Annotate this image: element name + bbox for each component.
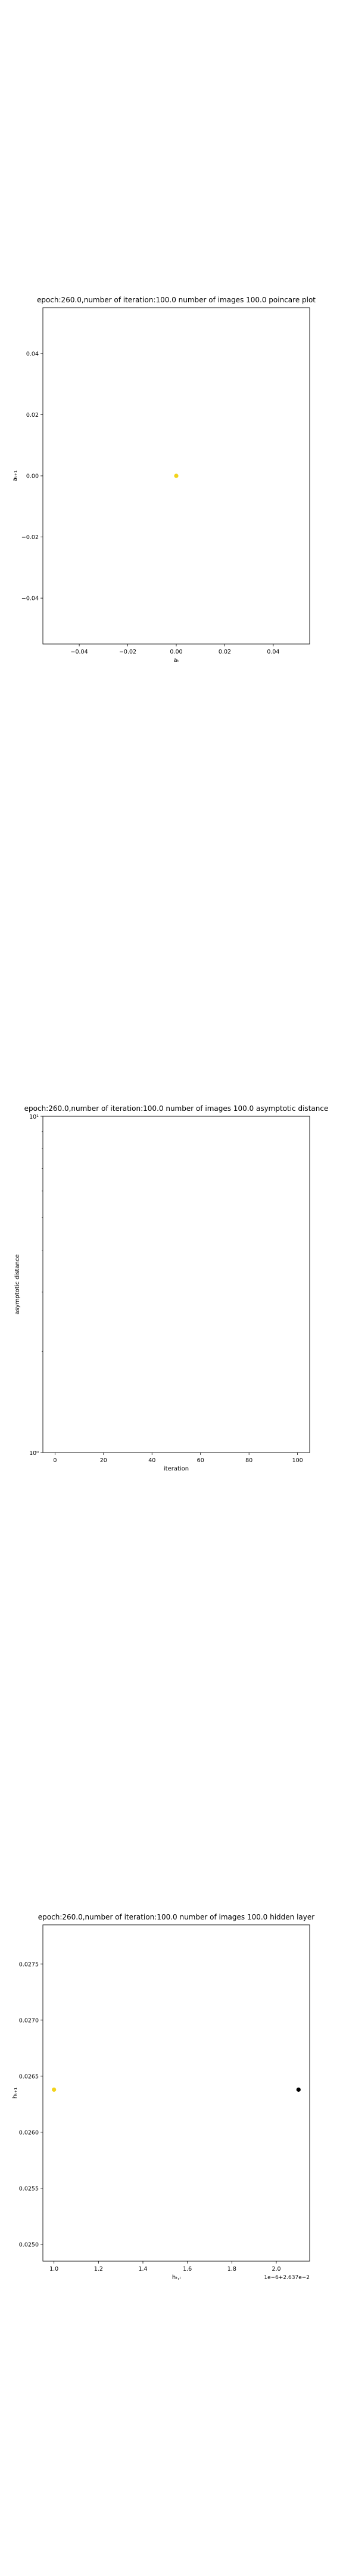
y-tick-label: −0.02: [21, 534, 39, 541]
x-axis-label: hₜ,ᵢ: [172, 2274, 180, 2281]
y-tick-label: 0.02: [26, 412, 39, 419]
y-tick-label: 10⁰: [29, 1450, 39, 1457]
x-tick-label: 0.00: [170, 649, 182, 655]
x-tick-label: 1.8: [227, 2266, 236, 2272]
x-tick-label: 1.2: [94, 2266, 103, 2272]
x-axis-label: iteration: [164, 1466, 189, 1472]
y-axis-label: hₜ₊₁: [12, 2088, 18, 2099]
x-tick-label: 80: [245, 1457, 252, 1464]
y-tick-label: 0.0250: [19, 2241, 39, 2248]
chart-title: epoch:260.0,number of iteration:100.0 nu…: [38, 1913, 314, 1921]
data-point: [52, 2087, 57, 2092]
x-tick-label: 0.04: [267, 649, 279, 655]
y-tick-label: 0.0275: [19, 1961, 39, 1968]
y-axis-label: aₜ₊₁: [12, 470, 18, 481]
x-tick-label: −0.04: [71, 649, 88, 655]
x-tick-label: 0: [53, 1457, 57, 1464]
x-offset-text: 1e−6+2.637e−2: [264, 2275, 310, 2281]
x-tick-label: 0.02: [219, 649, 231, 655]
y-tick-label: 0.0270: [19, 2017, 39, 2024]
x-axis-label: aₜ: [173, 657, 179, 664]
x-tick-label: −0.02: [119, 649, 136, 655]
y-tick-label: 0.0255: [19, 2185, 39, 2192]
y-tick-label: 10¹: [29, 1114, 39, 1120]
x-tick-label: 60: [197, 1457, 204, 1464]
y-tick-label: 0.0260: [19, 2129, 39, 2136]
x-tick-label: 100: [292, 1457, 303, 1464]
x-tick-label: 1.0: [49, 2266, 58, 2272]
chart-title: epoch:260.0,number of iteration:100.0 nu…: [37, 296, 316, 304]
plot-frame: [42, 307, 310, 645]
y-tick-label: 0.04: [26, 351, 39, 357]
y-tick-label: −0.04: [21, 596, 39, 602]
x-tick-label: 2.0: [272, 2266, 280, 2272]
x-tick-label: 1.4: [138, 2266, 147, 2272]
x-tick-label: 1.6: [183, 2266, 192, 2272]
y-tick-label: 0.00: [26, 473, 39, 480]
plot-frame: [42, 1116, 310, 1453]
data-point: [296, 2087, 301, 2092]
data-point: [174, 473, 179, 478]
y-axis-label: asymptotic distance: [14, 1254, 21, 1314]
chart-title: epoch:260.0,number of iteration:100.0 nu…: [24, 1104, 329, 1113]
plot-frame: [42, 1924, 310, 2262]
x-tick-label: 20: [100, 1457, 107, 1464]
x-tick-label: 40: [148, 1457, 155, 1464]
y-tick-label: 0.0265: [19, 2073, 39, 2080]
